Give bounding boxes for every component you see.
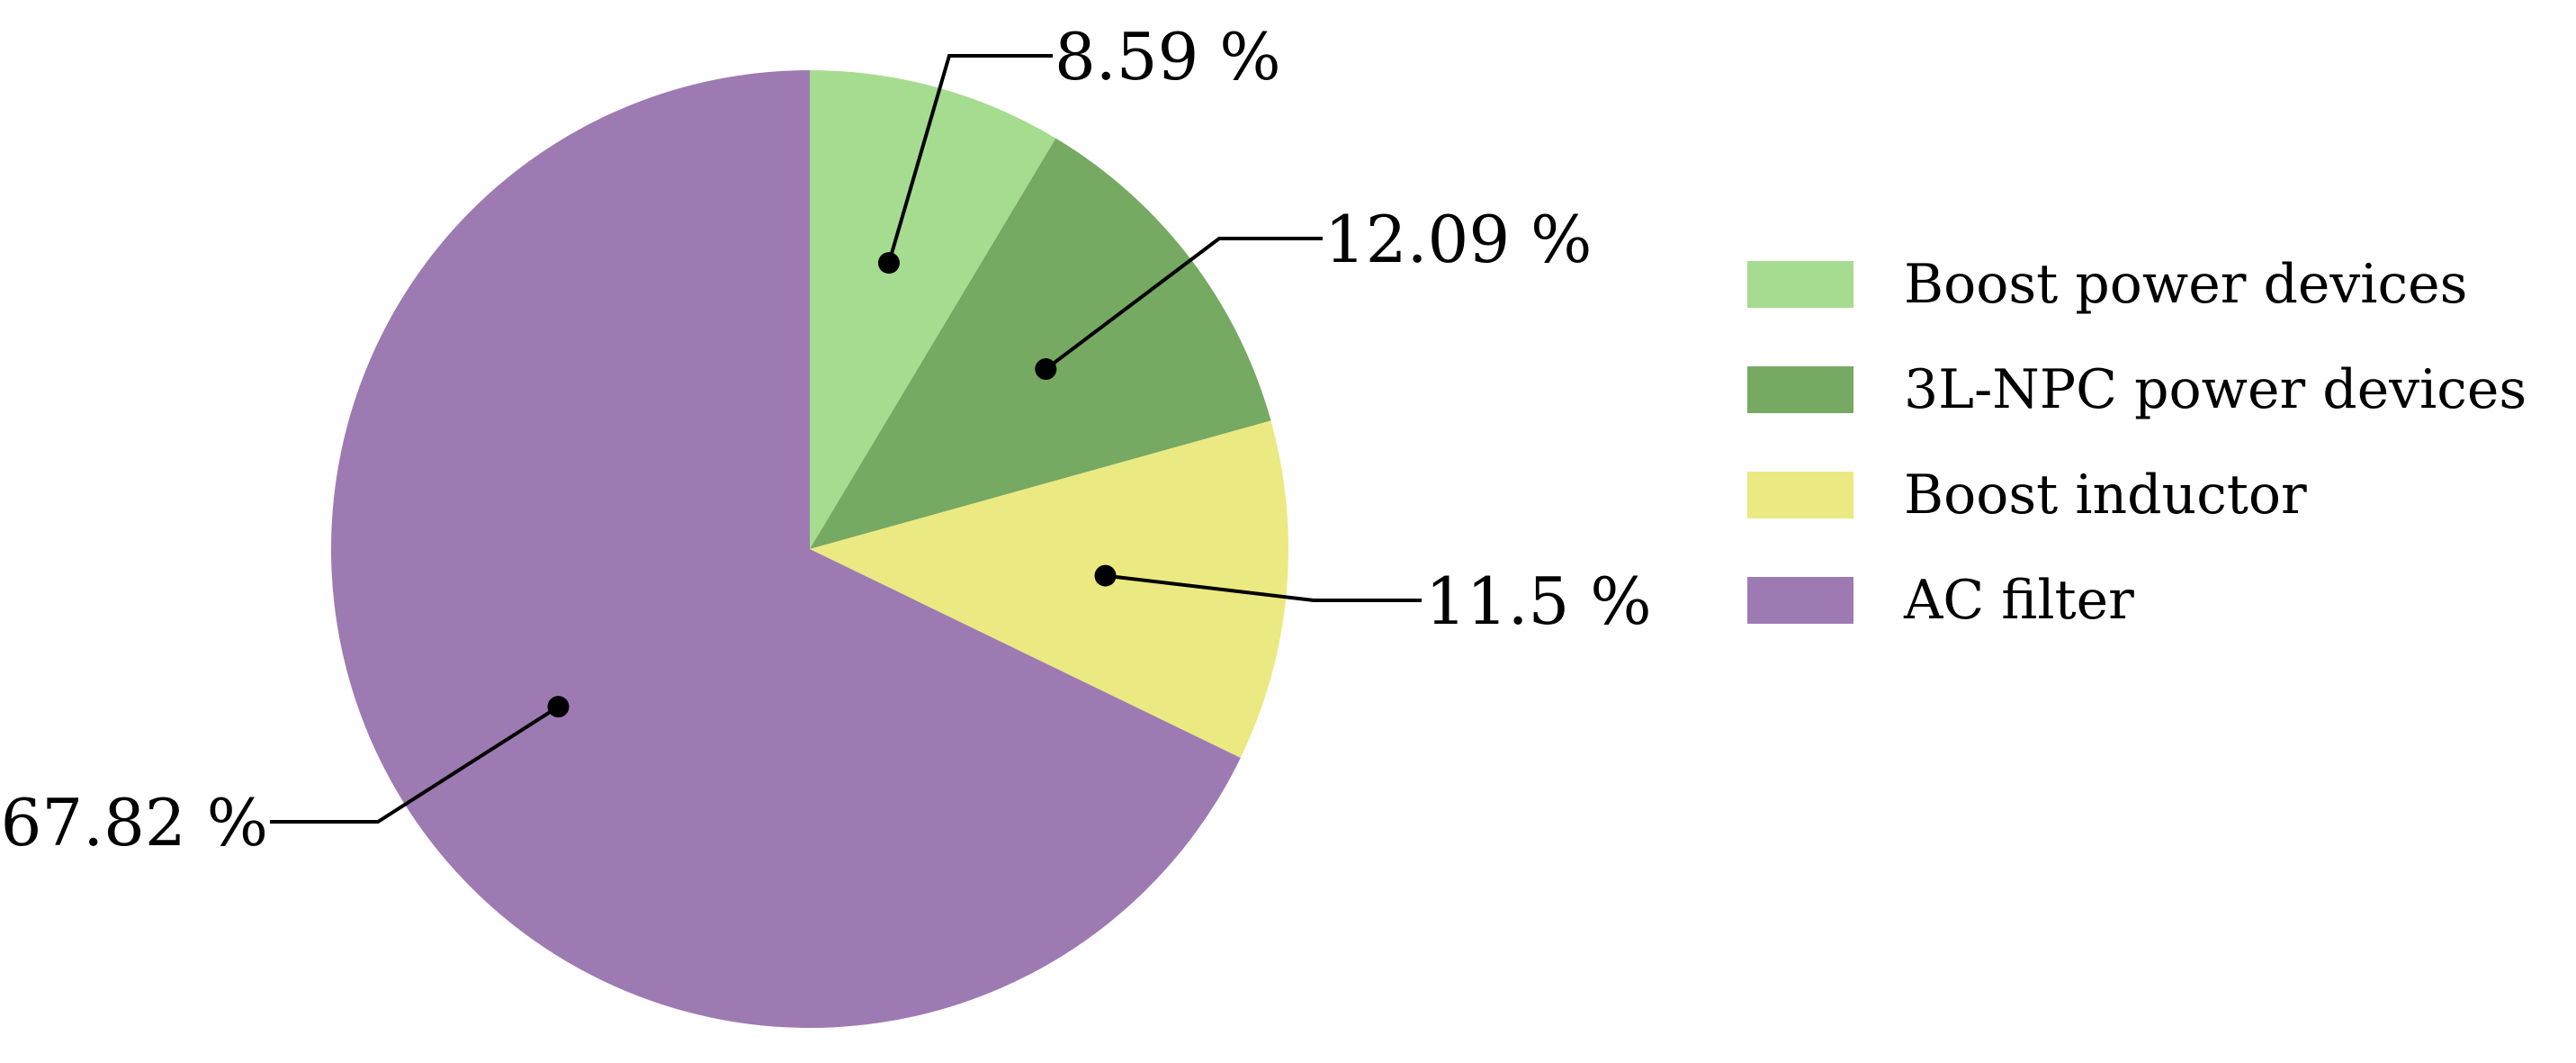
- slice-label-leaders: [270, 54, 1422, 824]
- pie-slice-boost-inductor: [810, 420, 1288, 758]
- legend-label-3l-npc-power-devices: 3L-NPC power devices: [1904, 358, 2527, 421]
- data-label-boost-power-devices: 8.59 %: [1055, 19, 1281, 95]
- leader-dot-3l-npc-power-devices: [1035, 358, 1057, 381]
- legend-label-boost-inductor: Boost inductor: [1904, 464, 2307, 527]
- pie-slice-ac-filter: [331, 70, 1241, 1028]
- legend-item-boost-power-devices: Boost power devices: [1747, 253, 2467, 316]
- legend-swatch-boost-inductor: [1747, 472, 1853, 518]
- legend-item-3l-npc-power-devices: 3L-NPC power devices: [1747, 358, 2527, 421]
- legend-swatch-ac-filter: [1747, 577, 1853, 624]
- slice-labels: 8.59 % 12.09 % 11.5 % 67.82 %: [1, 19, 1652, 860]
- data-label-3l-npc-power-devices: 12.09 %: [1324, 202, 1592, 277]
- pie-slice-3l-npc-power-devices: [810, 138, 1271, 549]
- leader-line-3l-npc-power-devices: [1045, 237, 1323, 371]
- pie-slice-boost-power-devices: [810, 70, 1056, 549]
- leader-dot-boost-inductor: [1094, 564, 1117, 587]
- pie-slices: [331, 70, 1288, 1028]
- data-label-ac-filter: 67.82 %: [1, 785, 268, 860]
- data-label-boost-inductor: 11.5 %: [1425, 563, 1652, 639]
- legend-item-ac-filter: AC filter: [1747, 569, 2134, 632]
- legend-label-ac-filter: AC filter: [1903, 569, 2134, 632]
- legend-label-boost-power-devices: Boost power devices: [1904, 253, 2467, 316]
- leader-line-boost-power-devices: [887, 54, 1053, 264]
- leader-dot-ac-filter: [547, 696, 570, 718]
- leader-line-ac-filter: [270, 705, 560, 824]
- leader-line-boost-inductor: [1105, 573, 1422, 602]
- legend: Boost power devices 3L-NPC power devices B…: [1747, 253, 2527, 632]
- leader-dot-boost-power-devices: [877, 252, 900, 275]
- legend-swatch-boost-power-devices: [1747, 261, 1853, 308]
- legend-swatch-3l-npc-power-devices: [1747, 366, 1853, 413]
- legend-item-boost-inductor: Boost inductor: [1747, 464, 2307, 527]
